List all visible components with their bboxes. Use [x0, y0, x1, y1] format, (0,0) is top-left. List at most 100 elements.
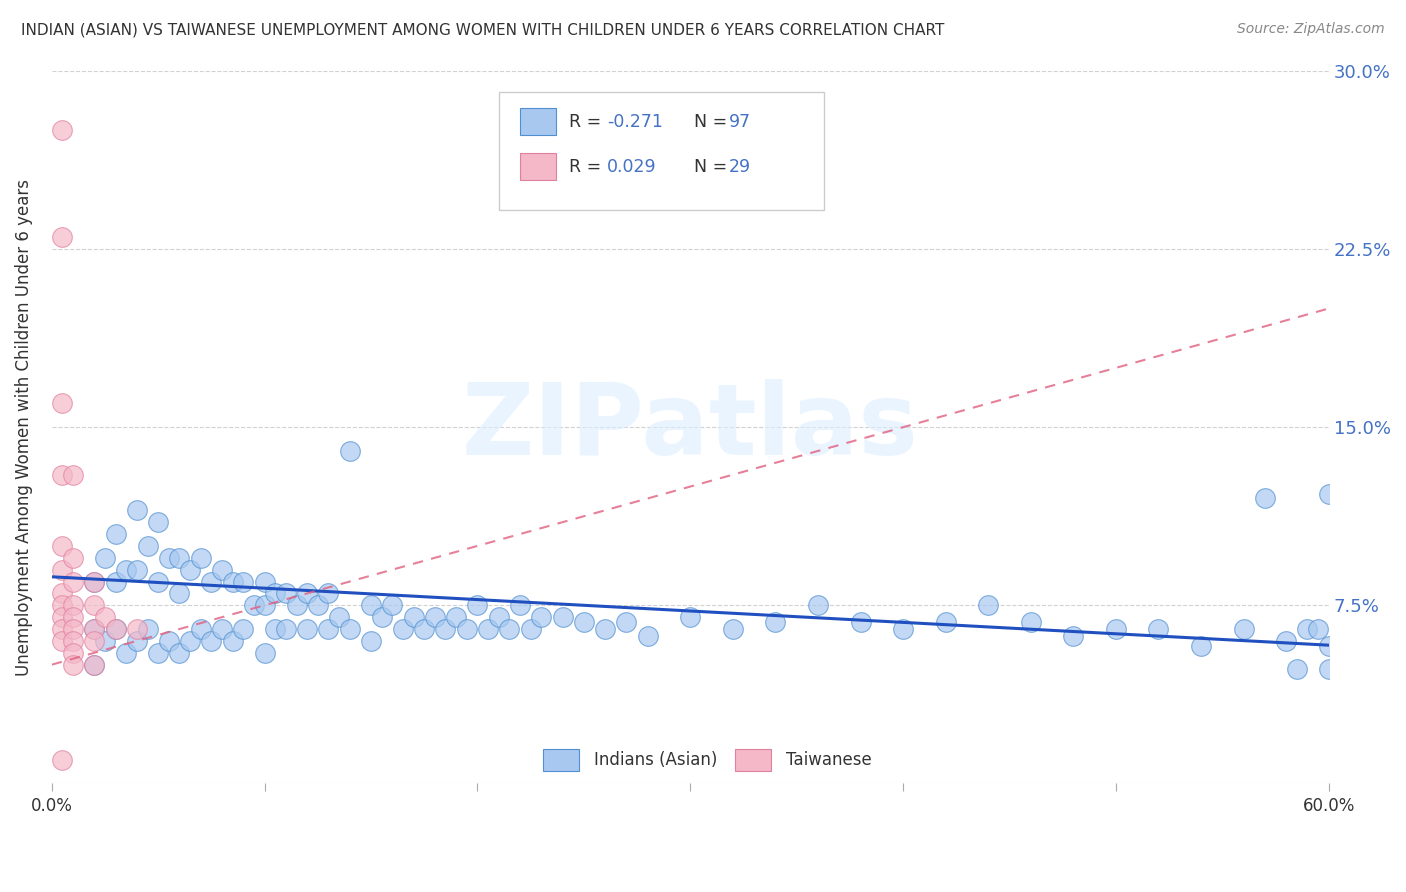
Point: [115, 646, 138, 660]
Point: [125, 622, 148, 636]
Point: [477, 622, 499, 636]
Point: [253, 574, 276, 589]
Text: N =: N =: [695, 112, 733, 130]
Text: N =: N =: [695, 158, 733, 176]
Point: [328, 610, 350, 624]
Point: [104, 622, 127, 636]
Point: [295, 586, 318, 600]
Point: [1062, 629, 1084, 643]
Text: 97: 97: [728, 112, 751, 130]
Point: [434, 622, 457, 636]
Point: [62, 550, 84, 565]
Point: [51, 753, 73, 767]
Point: [125, 503, 148, 517]
Point: [94, 550, 117, 565]
Point: [444, 610, 467, 624]
Text: INDIAN (ASIAN) VS TAIWANESE UNEMPLOYMENT AMONG WOMEN WITH CHILDREN UNDER 6 YEARS: INDIAN (ASIAN) VS TAIWANESE UNEMPLOYMENT…: [21, 22, 945, 37]
Point: [125, 563, 148, 577]
Point: [211, 563, 233, 577]
Point: [169, 586, 191, 600]
Point: [488, 610, 510, 624]
Point: [1233, 622, 1256, 636]
Bar: [520, 108, 557, 136]
Text: ZIPatlas: ZIPatlas: [461, 379, 918, 475]
Point: [62, 610, 84, 624]
Point: [62, 634, 84, 648]
Text: -0.271: -0.271: [607, 112, 664, 130]
Point: [94, 610, 117, 624]
Point: [637, 629, 659, 643]
Point: [402, 610, 425, 624]
Point: [413, 622, 436, 636]
Point: [83, 622, 105, 636]
Point: [467, 599, 489, 613]
Bar: [735, 749, 770, 771]
Point: [243, 599, 266, 613]
FancyBboxPatch shape: [499, 93, 824, 210]
Y-axis label: Unemployment Among Women with Children Under 6 years: Unemployment Among Women with Children U…: [15, 178, 32, 676]
Point: [274, 622, 297, 636]
Point: [94, 634, 117, 648]
Point: [190, 550, 212, 565]
Point: [83, 657, 105, 672]
Point: [381, 599, 404, 613]
Point: [62, 467, 84, 482]
Point: [616, 615, 638, 629]
Point: [51, 539, 73, 553]
Point: [891, 622, 914, 636]
Point: [190, 622, 212, 636]
Point: [169, 550, 191, 565]
Point: [157, 550, 180, 565]
Point: [1296, 622, 1319, 636]
Point: [146, 515, 169, 529]
Point: [1105, 622, 1128, 636]
Point: [285, 599, 308, 613]
Point: [83, 657, 105, 672]
Point: [83, 634, 105, 648]
Point: [307, 599, 329, 613]
Point: [392, 622, 415, 636]
Point: [200, 634, 222, 648]
Point: [423, 610, 446, 624]
Point: [179, 634, 201, 648]
Point: [572, 615, 595, 629]
Point: [157, 634, 180, 648]
Point: [51, 230, 73, 244]
Point: [370, 610, 392, 624]
Point: [360, 599, 382, 613]
Point: [935, 615, 957, 629]
Point: [146, 646, 169, 660]
Point: [1285, 662, 1308, 676]
Point: [221, 574, 243, 589]
Point: [51, 634, 73, 648]
Point: [593, 622, 616, 636]
Point: [51, 610, 73, 624]
Point: [104, 527, 127, 541]
Point: [456, 622, 478, 636]
Point: [551, 610, 574, 624]
Point: [211, 622, 233, 636]
Point: [807, 599, 830, 613]
Point: [146, 574, 169, 589]
Point: [83, 622, 105, 636]
Point: [51, 467, 73, 482]
Point: [83, 574, 105, 589]
Point: [83, 574, 105, 589]
Point: [264, 622, 287, 636]
Text: Taiwanese: Taiwanese: [786, 751, 872, 769]
Point: [763, 615, 786, 629]
Point: [115, 563, 138, 577]
Text: 0.029: 0.029: [607, 158, 657, 176]
Point: [530, 610, 553, 624]
Point: [221, 634, 243, 648]
Point: [253, 646, 276, 660]
Text: R =: R =: [569, 112, 607, 130]
Point: [136, 622, 159, 636]
Point: [51, 586, 73, 600]
Point: [1254, 491, 1277, 506]
Point: [62, 622, 84, 636]
Point: [721, 622, 744, 636]
Point: [104, 574, 127, 589]
Point: [1306, 622, 1329, 636]
Point: [498, 622, 520, 636]
